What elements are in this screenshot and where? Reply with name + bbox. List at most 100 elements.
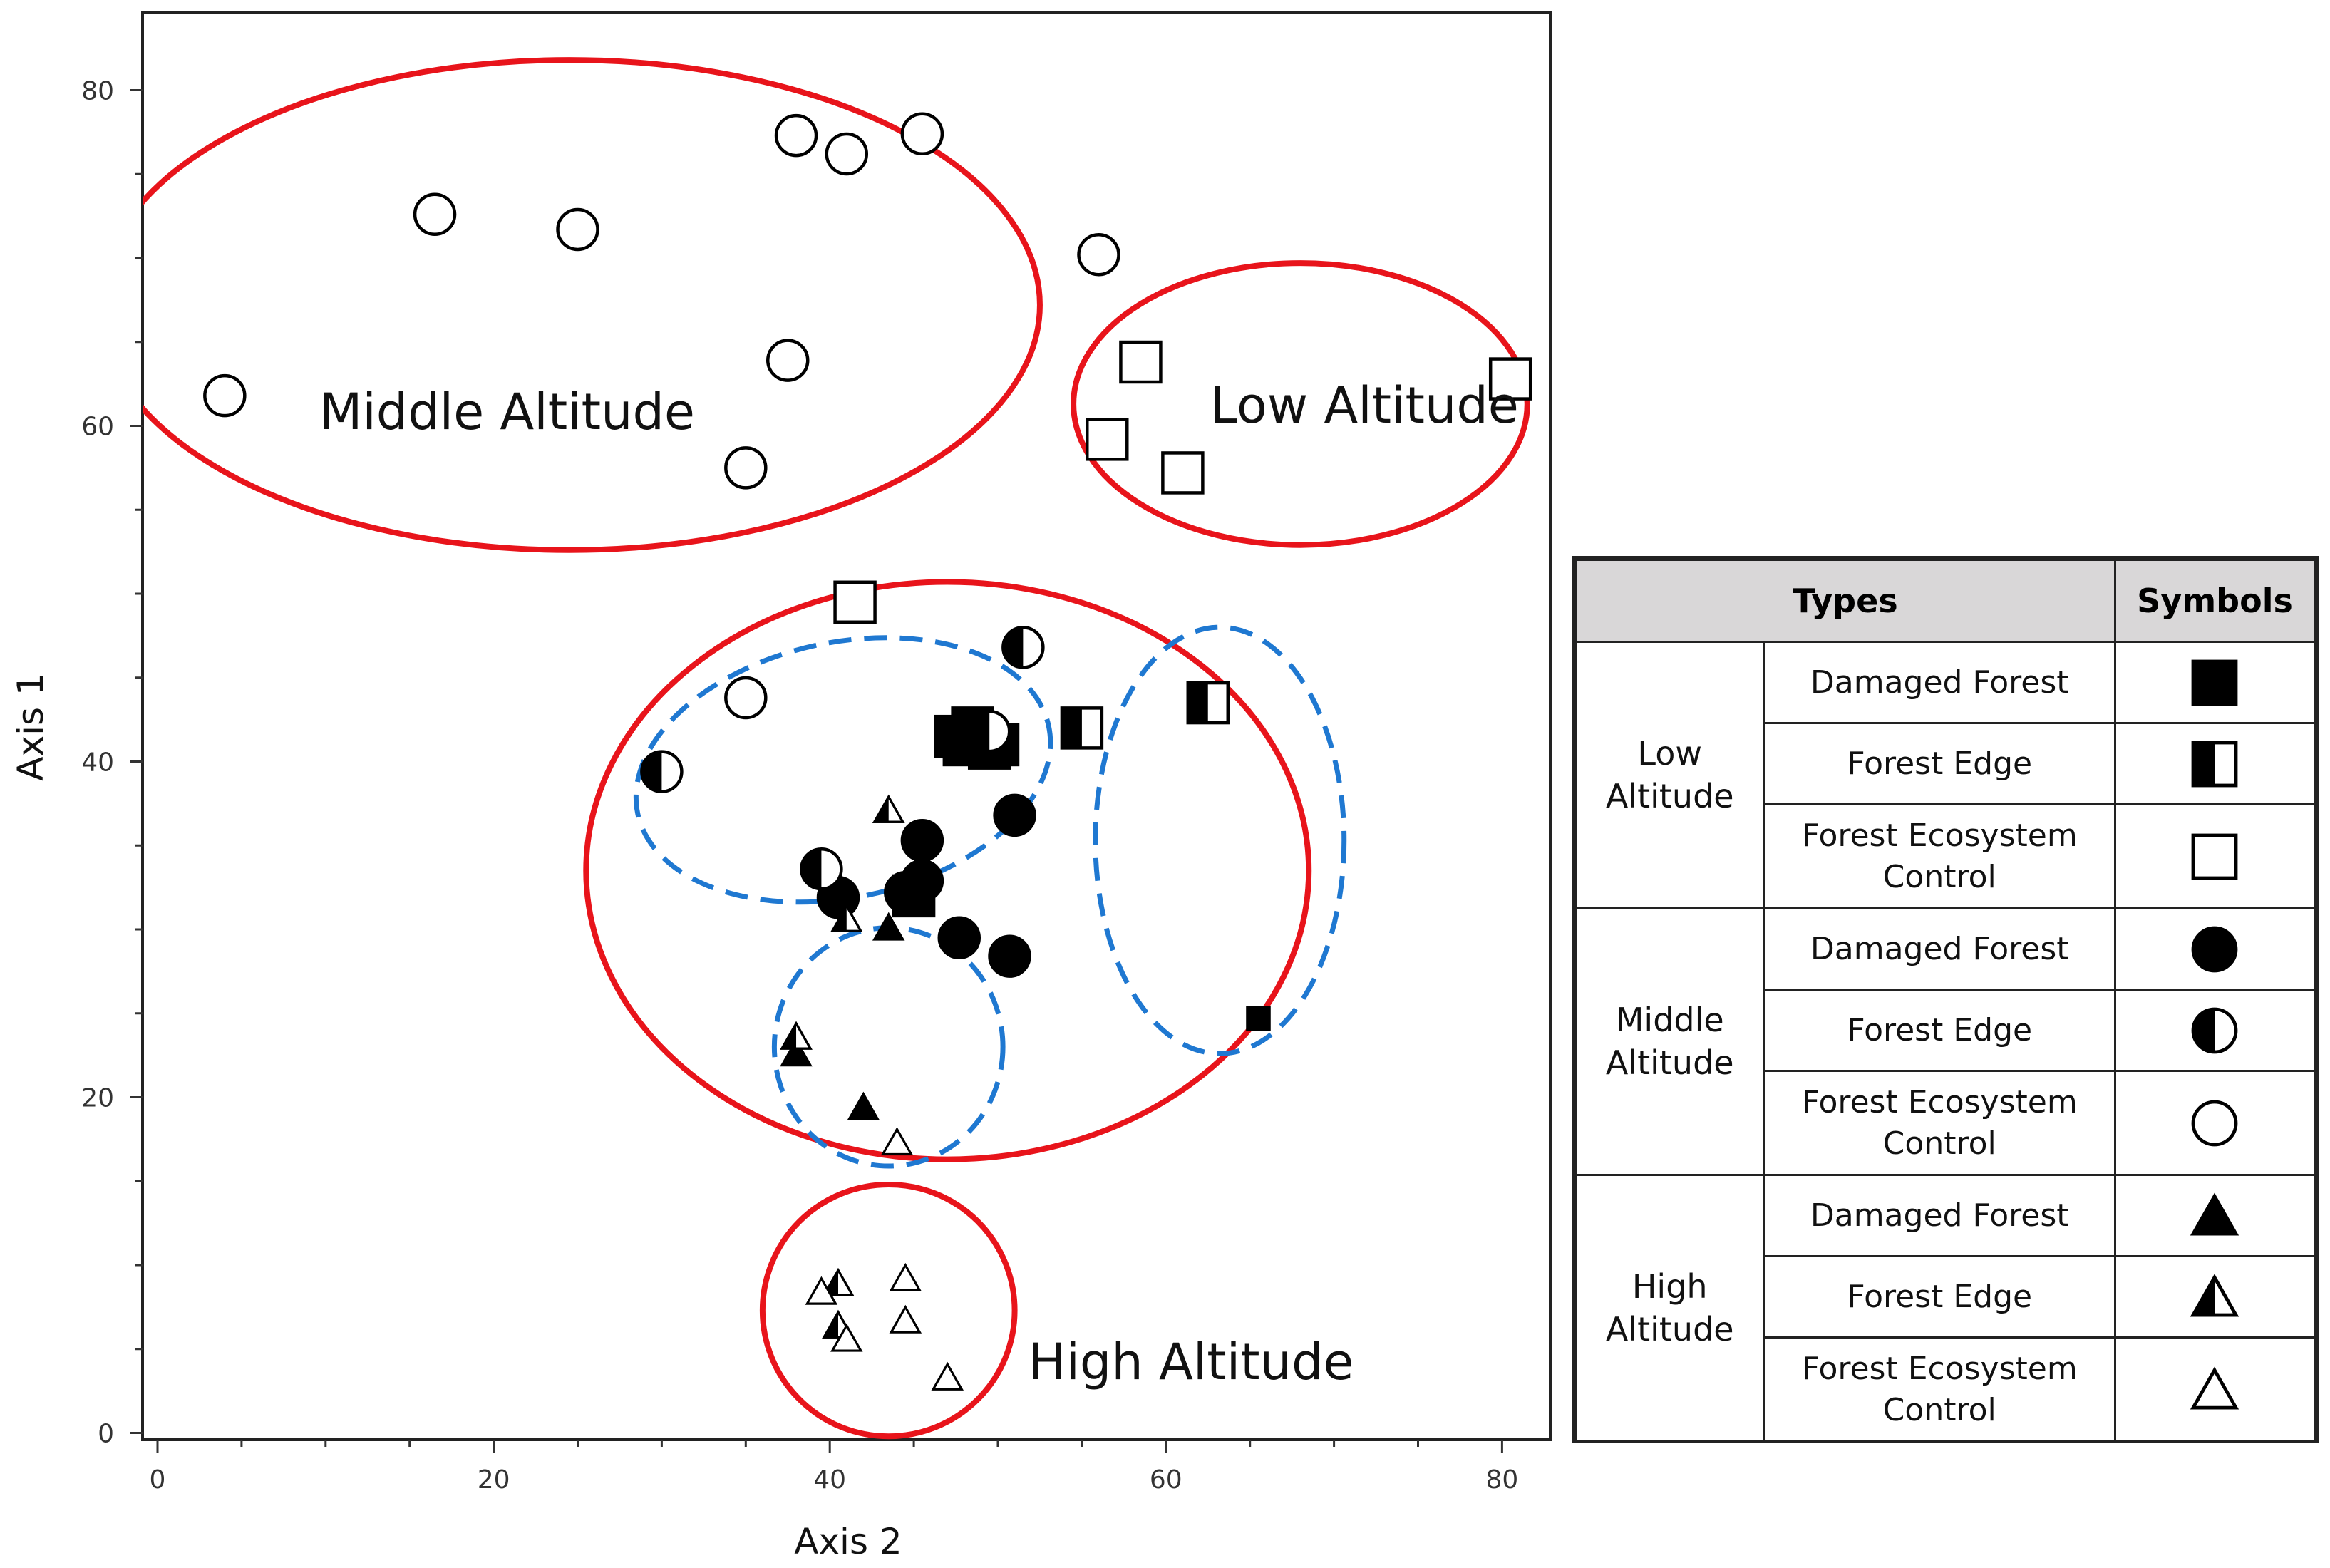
axes: 0 20 40 60 80 0 20 40 60 80 (81, 77, 1518, 1495)
legend-symbol-cell (2113, 1070, 2316, 1176)
y-tick-label: 80 (81, 77, 114, 106)
cluster-ellipses (143, 57, 1530, 1440)
subcluster-ellipse (633, 635, 1053, 905)
cluster-ellipse (759, 1181, 1018, 1440)
legend-triangle-half-icon (2190, 1273, 2239, 1317)
legend-type-label: Forest Ecosystem Control (1763, 803, 2116, 909)
y-tick-label: 40 (81, 748, 114, 778)
legend-symbol-cell (2113, 989, 2316, 1072)
legend-row: Forest Edge (1576, 989, 2316, 1072)
square-empty-marker (1086, 418, 1129, 461)
circle-full-marker (988, 934, 1031, 978)
legend-group-line: Altitude (1605, 1309, 1734, 1348)
circle-empty-marker (203, 373, 247, 418)
legend-square-empty-symbol (2192, 833, 2238, 880)
circle-empty-marker (556, 207, 599, 252)
legend-type-line: Forest Ecosystem (1801, 1084, 2078, 1121)
legend-row: Low Altitude Damaged Forest (1574, 641, 2316, 909)
cluster-ellipse (1071, 260, 1530, 548)
legend-header-symbols: Symbols (2113, 559, 2316, 643)
legend-circle-full-symbol (2192, 926, 2238, 972)
legend-type-line: Control (1882, 1125, 1996, 1162)
legend-row: Forest Edge (1576, 722, 2316, 805)
triangle-empty-marker (931, 1361, 964, 1391)
circle-empty-marker (774, 113, 818, 158)
legend-row: Forest Ecosystem Control (1576, 1070, 2316, 1176)
legend-symbol-cell (2113, 1255, 2316, 1339)
legend-header-row: Types Symbols (1574, 559, 2316, 643)
legend-type-line: Control (1882, 858, 1996, 895)
cluster-label: Middle Altitude (319, 383, 695, 441)
legend-type-line: Forest Edge (1847, 1278, 2033, 1315)
legend-table: Types Symbols Low Altitude Damaged Forest F… (1572, 556, 2319, 1443)
circle-half-marker (1001, 626, 1045, 669)
triangle-full-marker (780, 1038, 813, 1067)
legend-type-label: Damaged Forest (1763, 1174, 2116, 1257)
triangle-empty-marker (889, 1262, 922, 1291)
triangle-half-marker (830, 903, 863, 932)
cluster-label: High Altitude (1029, 1333, 1354, 1391)
legend-header-types: Types (1574, 559, 2116, 643)
legend-triangle-full-icon (2190, 1192, 2239, 1236)
circle-empty-marker (1077, 233, 1120, 277)
y-tick-label: 0 (98, 1420, 114, 1449)
circle-empty-marker (766, 339, 810, 382)
square-empty-marker (833, 580, 877, 624)
x-tick-label: 60 (1150, 1465, 1182, 1495)
legend-type-line: Forest Edge (1847, 1011, 2033, 1048)
triangle-half-marker (872, 794, 905, 823)
legend-type-label: Forest Edge (1763, 722, 2116, 805)
legend-symbol-cell (2113, 722, 2316, 805)
legend-symbol-cell (2113, 1174, 2316, 1257)
y-tick-label: 20 (81, 1084, 114, 1113)
legend-type-label: Forest Ecosystem Control (1763, 1070, 2116, 1176)
circle-half-marker (640, 750, 684, 793)
legend-square-half-icon (2192, 741, 2238, 787)
legend-group-label: Middle Altitude (1574, 907, 1765, 1176)
legend-type-label: Forest Ecosystem Control (1763, 1336, 2116, 1443)
y-tick-label: 60 (81, 413, 114, 442)
legend-row: Forest Edge (1576, 1255, 2316, 1339)
legend-symbol-cell (2113, 907, 2316, 991)
data-points (203, 112, 1532, 1391)
y-axis-title: Axis 1 (10, 673, 51, 780)
x-tick-label: 80 (1485, 1465, 1518, 1495)
cluster-ellipse (583, 579, 1312, 1162)
circle-full-marker (937, 916, 981, 960)
triangle-empty-marker (889, 1304, 922, 1334)
legend-body: Low Altitude Damaged Forest Forest Edge Fore… (1574, 641, 2316, 1443)
circle-empty-marker (724, 676, 768, 720)
legend-type-line: Forest Ecosystem (1801, 817, 2078, 855)
plot-frame (141, 11, 1552, 1441)
circle-full-marker (993, 793, 1036, 837)
legend-type-line: Damaged Forest (1810, 930, 2069, 967)
cluster-labels: Middle Altitude Low Altitude High Altitude (319, 376, 1519, 1391)
legend-type-line: Control (1882, 1391, 1996, 1428)
legend-square-full-symbol (2192, 659, 2238, 706)
circle-empty-marker (724, 446, 768, 490)
legend-circle-empty-icon (2192, 1100, 2238, 1146)
legend-grid: Types Symbols Low Altitude Damaged Forest F… (1574, 559, 2316, 1443)
legend-square-full-icon (2192, 659, 2238, 706)
legend-row: Middle Altitude Damaged Forest (1574, 907, 2316, 1176)
legend-triangle-half-symbol (2190, 1273, 2239, 1317)
triangle-half-marker (780, 1021, 813, 1050)
circle-half-marker (967, 709, 1011, 753)
square-empty-marker (1488, 357, 1532, 401)
square-half-marker (1060, 706, 1104, 750)
legend-group-label: High Altitude (1574, 1174, 1765, 1443)
triangle-full-marker (847, 1091, 880, 1120)
square-empty-marker (1119, 340, 1163, 384)
legend-row: High Altitude Damaged Forest (1574, 1174, 2316, 1443)
cluster-ellipse (143, 57, 1043, 553)
legend-symbol-cell (2113, 1336, 2316, 1443)
legend-triangle-full-symbol (2190, 1192, 2239, 1236)
scatter-chart: 0 20 40 60 80 0 20 40 60 80 Middle Altitude Low Al… (10, 11, 1552, 1562)
legend-circle-half-icon (2192, 1007, 2238, 1053)
circle-half-marker (800, 847, 843, 891)
circle-full-marker (900, 818, 944, 862)
legend-type-label: Forest Edge (1763, 1255, 2116, 1339)
legend-type-line: Forest Ecosystem (1801, 1351, 2078, 1388)
circle-full-marker (900, 859, 944, 902)
legend-group-line: Low (1637, 733, 1702, 773)
